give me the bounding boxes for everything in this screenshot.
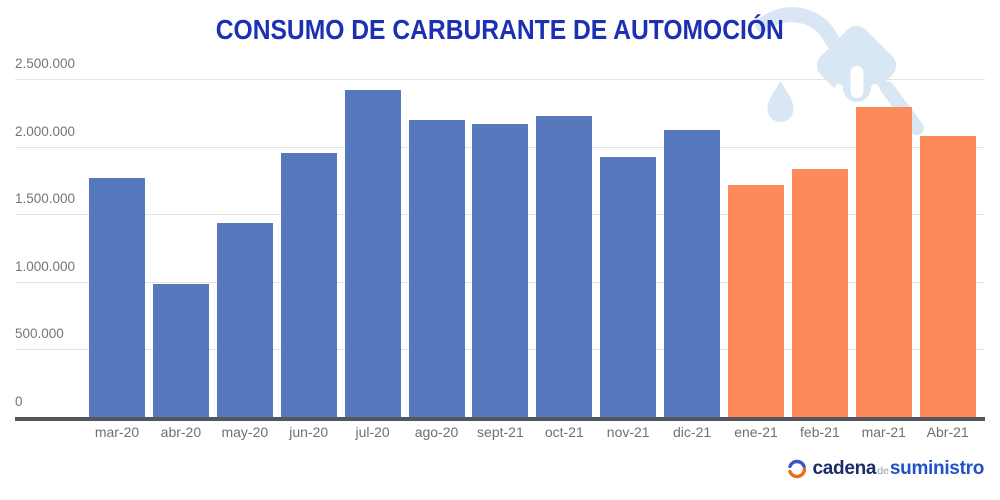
bar-mar-20[interactable] <box>89 177 145 417</box>
bar-dic-21[interactable] <box>664 129 721 417</box>
x-axis-label-oct-21: oct-21 <box>544 424 584 440</box>
nozzle-body-detail-arc <box>835 84 879 110</box>
bar-abr-20[interactable] <box>152 283 209 417</box>
x-axis-label-abr-20: abr-20 <box>160 424 202 440</box>
x-axis-label-ene-21: ene-21 <box>734 424 778 440</box>
x-axis-label-dic-21: dic-21 <box>673 424 712 440</box>
x-axis-label-may-20: may-20 <box>221 424 269 440</box>
logo-swirl-icon <box>787 459 806 479</box>
x-axis-baseline <box>15 417 985 421</box>
x-axis-label-sept-21: sept-21 <box>477 424 524 440</box>
gridline <box>15 79 985 80</box>
bar-jul-20[interactable] <box>344 89 401 417</box>
chart-title: CONSUMO DE CARBURANTE DE AUTOMOCIÓN <box>0 14 1000 46</box>
x-axis-label-ago-20: ago-20 <box>414 424 459 440</box>
cadena-de-suministro-logo: cadena de suministro <box>787 458 984 480</box>
bar-jun-20[interactable] <box>280 152 337 417</box>
logo-arc-orange <box>787 467 806 479</box>
y-axis-tick-label: 1.500.000 <box>15 191 76 207</box>
y-axis-tick-label: 0 <box>15 394 23 409</box>
x-axis-label-nov-21: nov-21 <box>606 424 650 440</box>
chart-title-text: CONSUMO DE CARBURANTE DE AUTOMOCIÓN <box>215 14 785 45</box>
nozzle-hose <box>755 7 841 50</box>
x-axis-label-feb-21: feb-21 <box>800 424 840 440</box>
y-axis-tick-label: 500.000 <box>15 326 64 342</box>
bar-sept-21[interactable] <box>472 123 529 417</box>
bar-may-20[interactable] <box>216 222 273 417</box>
y-axis-tick-label: 1.000.000 <box>15 258 76 274</box>
logo-text-cadena: cadena <box>812 458 877 479</box>
y-axis-tick-label: 2.000.000 <box>15 123 76 139</box>
bar-ene-21[interactable] <box>728 185 784 417</box>
bar-mar-21[interactable] <box>855 107 912 417</box>
logo-text-de: de <box>877 465 889 477</box>
nozzle-body-detail-bar <box>850 66 864 98</box>
x-axis-label-mar-20: mar-20 <box>94 424 140 440</box>
bar-Abr-21[interactable] <box>919 136 976 417</box>
x-axis-label-mar-21: mar-21 <box>861 424 906 440</box>
bar-feb-21[interactable] <box>791 168 848 417</box>
y-axis-tick-label: 2.500.000 <box>15 56 76 71</box>
x-axis-label-jun-20: jun-20 <box>289 424 329 440</box>
logo-arc-blue <box>787 459 806 469</box>
bar-nov-21[interactable] <box>600 157 657 417</box>
bar-oct-21[interactable] <box>536 115 593 417</box>
x-axis-label-Abr-21: Abr-21 <box>926 424 969 440</box>
bar-ago-20[interactable] <box>408 119 465 417</box>
x-axis-label-jul-20: jul-20 <box>355 424 390 440</box>
fuel-drop <box>767 81 794 123</box>
logo-text-suministro: suministro <box>889 458 984 479</box>
